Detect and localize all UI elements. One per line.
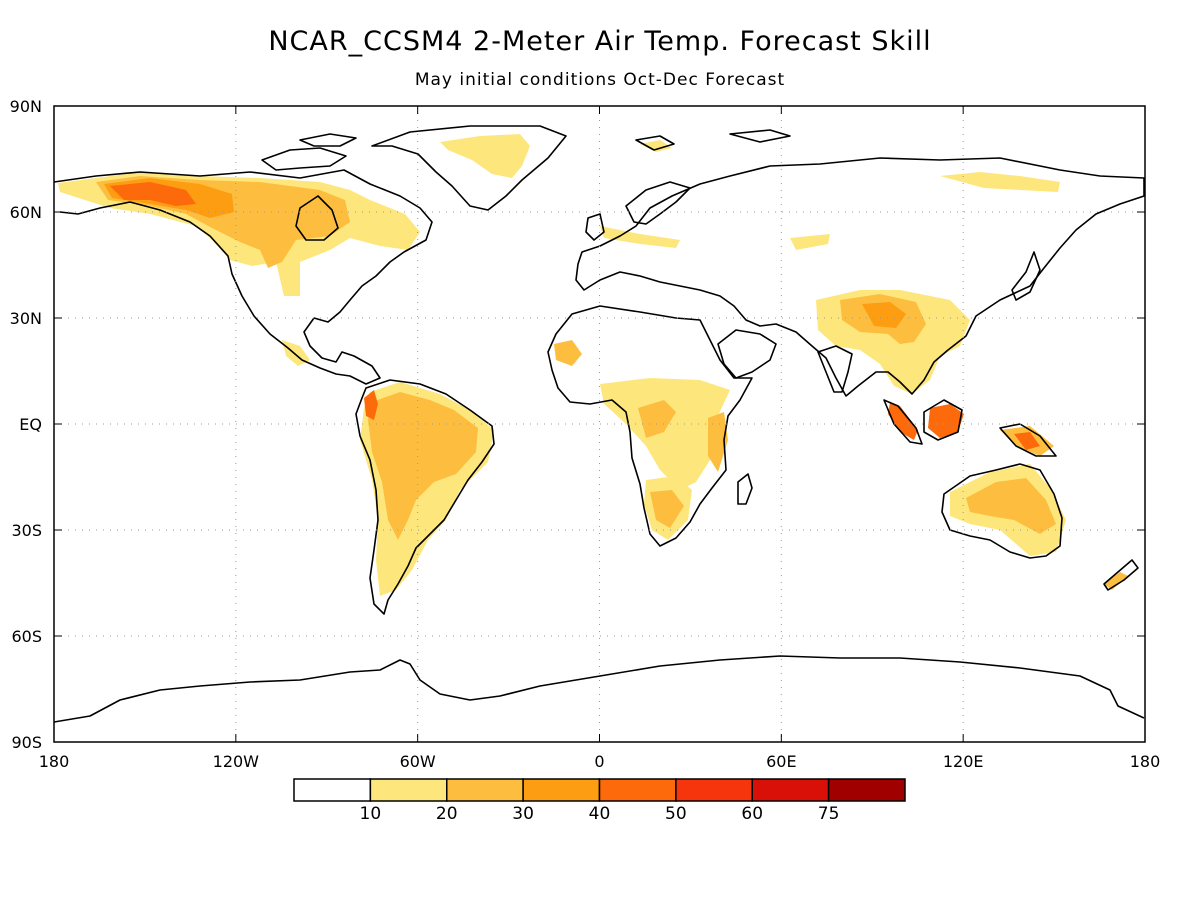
skill-region <box>638 400 676 438</box>
skill-region <box>640 140 672 152</box>
skill-shading <box>58 134 1128 596</box>
lon-axis: 180 120W 60W 0 60E 120E 180 <box>39 106 1161 771</box>
skill-region <box>110 182 196 206</box>
skill-region <box>368 392 478 540</box>
coastlines <box>54 125 1145 723</box>
coastline-japan <box>1011 251 1041 301</box>
map-subtitle: May initial conditions Oct-Dec Forecast <box>414 70 786 90</box>
coastline-australia <box>941 463 1063 559</box>
lat-label: 30S <box>11 521 42 540</box>
skill-region <box>600 378 730 490</box>
colorbar-label: 60 <box>741 804 763 824</box>
lon-label: 180 <box>39 752 70 771</box>
lat-label: 60N <box>10 203 42 222</box>
skill-region <box>940 172 1060 192</box>
lon-label: 120W <box>213 752 260 771</box>
lat-label: 90N <box>10 97 42 116</box>
colorbar: 10 20 30 40 50 60 75 <box>293 778 906 824</box>
colorbar-label: 75 <box>818 804 840 824</box>
lon-label: 0 <box>594 752 604 771</box>
colorbar-swatch <box>293 778 372 802</box>
lon-label: 120E <box>943 752 984 771</box>
coastline-antarctica <box>54 655 1145 723</box>
skill-region <box>650 490 684 528</box>
lat-label: 90S <box>11 733 42 752</box>
skill-region <box>888 402 918 440</box>
coastline-arabia <box>717 329 777 379</box>
graticule <box>54 106 1145 742</box>
coastline-uk <box>585 213 605 241</box>
skill-region <box>790 234 830 250</box>
coastline-svalbard <box>635 129 791 151</box>
colorbar-label: 20 <box>436 804 458 824</box>
lat-axis: 90N 60N 30N EQ 30S 60S 90S <box>10 97 1145 752</box>
skill-region <box>1014 432 1040 450</box>
coastline-south-america <box>355 379 495 615</box>
skill-region <box>966 478 1056 534</box>
lat-label: 30N <box>10 309 42 328</box>
coastline-africa <box>547 305 753 547</box>
colorbar-swatch <box>598 778 677 802</box>
skill-region <box>282 340 310 366</box>
lat-label: EQ <box>19 415 42 434</box>
colorbar-swatch <box>751 778 830 802</box>
colorbar-swatch <box>675 778 753 802</box>
skill-region <box>600 226 680 248</box>
coastline-greenland <box>371 125 567 211</box>
coastline-eurasia <box>575 157 1145 397</box>
skill-region <box>928 404 964 438</box>
coastline-new-zealand <box>1103 559 1139 591</box>
coastline-india <box>817 345 853 393</box>
lat-label: 60S <box>11 627 42 646</box>
colorbar-label: 30 <box>512 804 534 824</box>
colorbar-swatch <box>827 778 906 802</box>
skill-region <box>364 390 378 420</box>
skill-region <box>440 134 530 178</box>
coastline-arctic-islands <box>261 133 357 171</box>
coastline-hudson-bay <box>295 195 339 241</box>
coastline-north-america <box>54 169 433 385</box>
skill-region <box>554 340 582 366</box>
skill-region <box>708 412 728 472</box>
lon-label: 60E <box>766 752 796 771</box>
lon-label: 180 <box>1130 752 1161 771</box>
colorbar-label: 50 <box>665 804 687 824</box>
colorbar-swatch <box>369 778 448 802</box>
coastline-scandinavia <box>625 181 691 225</box>
lon-label: 60W <box>400 752 436 771</box>
coastline-borneo <box>923 399 963 441</box>
colorbar-swatch <box>522 778 601 802</box>
skill-region <box>862 302 906 328</box>
colorbar-swatch <box>446 778 524 802</box>
coastline-madagascar <box>737 473 753 505</box>
colorbar-label: 40 <box>589 804 611 824</box>
colorbar-label: 10 <box>360 804 382 824</box>
map-title: NCAR_CCSM4 2-Meter Air Temp. Forecast Sk… <box>268 26 932 57</box>
skill-region <box>1104 572 1128 590</box>
